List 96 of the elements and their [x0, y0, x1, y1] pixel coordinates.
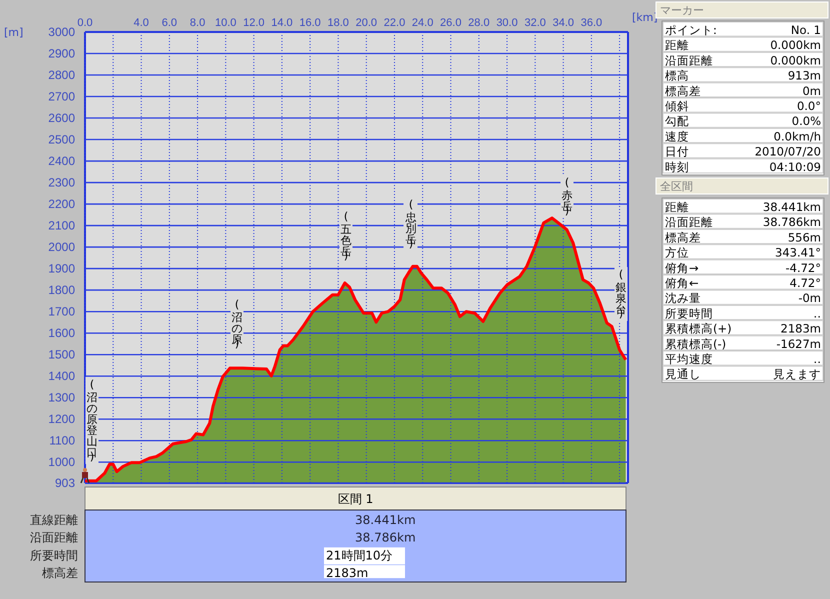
text: 0.0%: [792, 114, 822, 128]
text: 2183m: [780, 322, 821, 336]
y-tick-label: 2000: [48, 240, 76, 254]
text: 沿面距離: [665, 53, 713, 68]
text: ポイント:: [665, 23, 717, 37]
text: 累積標高(-): [665, 336, 726, 351]
y-tick-label: 1700: [48, 304, 76, 318]
y-tick-label: 1100: [49, 433, 76, 448]
y-tick-label: 2600: [48, 110, 76, 125]
y-tick-label: 1200: [48, 412, 76, 426]
x-tick-label: 30.0: [496, 17, 518, 29]
y-tick-label: 1300: [48, 390, 76, 404]
text: 556m: [788, 230, 821, 244]
text: 直線距離: [30, 513, 78, 527]
text: 0.000km: [770, 53, 821, 68]
text: 913m: [788, 68, 821, 83]
y-tick-label: 903: [54, 476, 76, 490]
text: 21時間10分: [326, 548, 393, 562]
y-tick-label: 1800: [48, 282, 76, 297]
text: No. 1: [790, 23, 821, 37]
text: 傾斜: [665, 99, 689, 113]
y-tick-label: 2400: [48, 154, 76, 168]
y-tick-label: 2500: [48, 132, 76, 146]
x-tick-label: 0.0: [77, 17, 93, 29]
text: 04:10:09: [769, 160, 821, 174]
text: 日付: [665, 144, 689, 159]
text: 俯角→: [665, 260, 699, 275]
text: 標高差: [665, 84, 701, 98]
text: ‥: [813, 306, 821, 320]
x-tick-label: 12.0: [243, 17, 265, 29]
text: 2010/07/20: [754, 144, 821, 159]
text: 38.441km: [355, 513, 416, 527]
text: 速度: [665, 129, 689, 144]
y-axis-title: [m]: [4, 26, 24, 39]
y-tick-label: 1900: [48, 261, 76, 276]
text: -0m: [798, 291, 821, 306]
text: 38.786km: [762, 215, 821, 230]
x-tick-label: 24.0: [412, 17, 434, 29]
text: 0.0km/h: [774, 129, 821, 144]
x-tick-label: 4.0: [134, 17, 149, 29]
x-tick-label: 34.0: [552, 17, 574, 29]
text: 38.441km: [762, 200, 821, 214]
y-tick-label: 1500: [48, 347, 76, 362]
y-tick-label: 1600: [48, 326, 76, 340]
y-tick-label: 2700: [48, 89, 76, 104]
text: 2183m: [326, 566, 368, 580]
y-tick-label: 2800: [48, 68, 76, 82]
text: 沿面距離: [665, 215, 713, 230]
text: 沈み量: [665, 291, 701, 306]
text: 時刻: [665, 160, 689, 174]
x-tick-label: 8.0: [190, 17, 206, 29]
text: 0.0°: [796, 99, 821, 113]
text: ‥: [813, 352, 821, 366]
text: -4.72°: [785, 260, 821, 275]
y-tick-label: 1400: [48, 368, 76, 383]
x-tick-label: 20.0: [356, 17, 378, 29]
text: 沿面距離: [30, 530, 78, 545]
text: 全区間: [660, 180, 693, 193]
x-tick-label: 14.0: [271, 17, 293, 29]
text: マーカー: [660, 4, 704, 17]
x-tick-label: 6.0: [162, 17, 178, 29]
text: 標高差: [665, 230, 701, 244]
text: 見えます: [773, 367, 821, 382]
text: 方位: [665, 246, 689, 260]
text: 累積標高(+): [665, 322, 732, 336]
text: 距離: [665, 200, 689, 214]
text: 区間 1: [338, 492, 374, 506]
x-tick-label: 26.0: [440, 17, 462, 29]
x-tick-label: 10.0: [214, 17, 236, 29]
text: -1627m: [776, 336, 821, 351]
y-tick-label: 2300: [48, 175, 76, 190]
text: 標高: [665, 68, 689, 83]
text: 見通し: [665, 367, 701, 382]
y-tick-label: 1000: [48, 454, 76, 469]
y-tick-label: 2900: [48, 46, 76, 60]
y-tick-label: 2200: [48, 196, 76, 211]
text: 所要時間: [665, 306, 713, 320]
text: 4.72°: [790, 276, 821, 290]
x-tick-label: 32.0: [524, 17, 546, 29]
text: 平均速度: [665, 352, 713, 366]
x-tick-label: 16.0: [299, 17, 321, 29]
text: 俯角←: [665, 276, 699, 290]
text: 所要時間: [30, 548, 78, 562]
x-tick-label: 36.0: [580, 17, 602, 29]
x-tick-label: 22.0: [384, 17, 406, 29]
text: 0m: [802, 84, 821, 98]
text: 勾配: [665, 114, 689, 128]
y-tick-label: 2100: [48, 218, 76, 232]
text: 343.41°: [775, 246, 821, 260]
text: 38.786km: [355, 530, 416, 545]
x-tick-label: 28.0: [468, 17, 490, 29]
x-tick-label: 18.0: [328, 17, 349, 29]
text: 標高差: [42, 566, 78, 580]
y-tick-label: 3000: [48, 24, 76, 39]
text: 0.000km: [770, 38, 821, 52]
text: 距離: [665, 38, 689, 52]
